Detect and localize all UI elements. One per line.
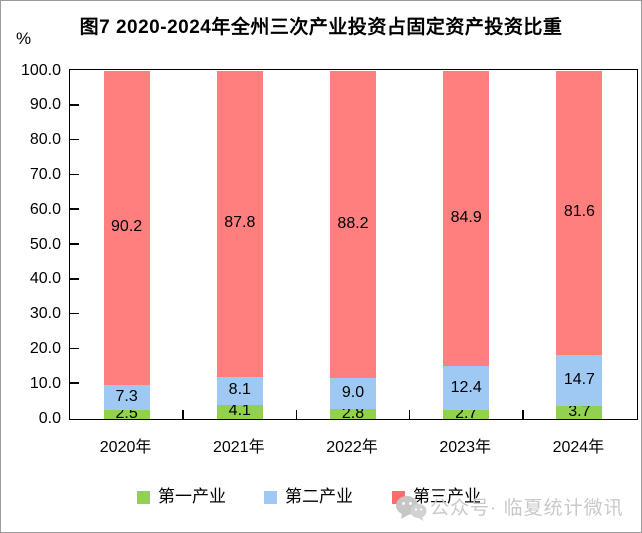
y-tick-label: 60.0 <box>29 200 61 218</box>
y-tick-label: 10.0 <box>29 374 61 392</box>
y-tick-mark <box>70 243 79 245</box>
y-tick-mark <box>70 138 79 141</box>
x-category-label: 2020年 <box>99 439 152 456</box>
bar-value-label: 12.4 <box>450 378 482 396</box>
bar-value-label: 7.3 <box>115 388 138 406</box>
bar-segment-第一产业 <box>103 410 150 419</box>
y-axis-unit-label: % <box>16 29 32 48</box>
bar-value-label: 3.7 <box>568 403 591 421</box>
x-tick-mark <box>408 410 411 419</box>
y-tick-mark <box>70 173 79 176</box>
x-tick-mark <box>522 410 524 419</box>
legend-item: 第一产业 <box>137 488 226 506</box>
bar-segment-第三产业 <box>330 71 376 378</box>
bar-segment-第二产业 <box>103 384 150 411</box>
bar-value-label: 14.7 <box>563 371 595 389</box>
bar-segment-第二产业 <box>556 354 603 407</box>
bar-value-label: 90.2 <box>111 218 143 236</box>
legend-label: 第一产业 <box>158 487 226 506</box>
plot-area: 2.5 7.3 90.2 4.1 8.1 87.8 2.8 9.0 88.2 2.7 12.4 84.… <box>69 69 638 422</box>
watermark-text: 公众号· 临夏统计微讯 <box>430 498 624 519</box>
bar-value-label: 9.0 <box>341 384 365 402</box>
bar-segment-第一产业 <box>443 409 490 419</box>
bar-value-label: 88.2 <box>337 214 369 232</box>
bar-value-label: 87.8 <box>224 214 256 232</box>
bar-segment-第一产业 <box>216 404 263 419</box>
y-tick-label: 0.0 <box>38 409 61 427</box>
x-category-label: 2024年 <box>552 439 605 456</box>
wechat-icon <box>395 495 427 527</box>
y-tick-label: 70.0 <box>29 165 61 183</box>
bar-segment-第三产业 <box>103 71 150 385</box>
bar-segment-第三产业 <box>443 71 490 367</box>
x-category-label: 2022年 <box>326 439 378 456</box>
y-tick-label: 90.0 <box>29 96 61 114</box>
bar-segment-第二产业 <box>216 376 263 405</box>
bar-value-label: 8.1 <box>228 381 251 399</box>
bar-segment-第三产业 <box>556 71 603 355</box>
bar-value-label: 81.6 <box>563 203 595 221</box>
bar-segment-第二产业 <box>330 377 376 410</box>
y-tick-label: 80.0 <box>29 131 61 149</box>
y-tick-mark <box>70 208 79 210</box>
y-tick-mark <box>70 347 79 350</box>
legend-item: 第二产业 <box>264 488 353 506</box>
watermark: 公众号· 临夏统计微讯 <box>395 495 624 527</box>
x-category-label: 2021年 <box>212 439 265 456</box>
bar-segment-第一产业 <box>330 409 376 419</box>
bar-segment-第三产业 <box>216 71 263 377</box>
y-tick-label: 50.0 <box>29 235 61 253</box>
chart-title: 图7 2020-2024年全州三次产业投资占固定资产投资比重 <box>79 17 563 38</box>
legend-swatch <box>137 491 150 504</box>
legend-label: 第三产业 <box>413 487 481 506</box>
bar-segment-第一产业 <box>556 406 603 419</box>
bar-value-label: 4.1 <box>228 402 251 420</box>
y-tick-mark <box>70 278 79 280</box>
y-tick-label: 20.0 <box>29 339 61 357</box>
y-tick-mark <box>70 312 79 315</box>
y-tick-mark <box>70 382 79 384</box>
legend-swatch <box>264 491 277 504</box>
x-tick-mark <box>295 410 298 419</box>
legend-label: 第二产业 <box>285 487 353 506</box>
y-tick-label: 30.0 <box>29 305 61 323</box>
y-tick-label: 100.0 <box>20 61 61 79</box>
y-tick-mark <box>70 104 79 106</box>
bar-segment-第二产业 <box>443 366 490 410</box>
legend-item: 第三产业 <box>392 488 481 506</box>
y-tick-label: 40.0 <box>29 270 61 288</box>
x-category-label: 2023年 <box>439 439 491 456</box>
bar-value-label: 84.9 <box>450 209 482 227</box>
x-tick-mark <box>182 410 184 419</box>
